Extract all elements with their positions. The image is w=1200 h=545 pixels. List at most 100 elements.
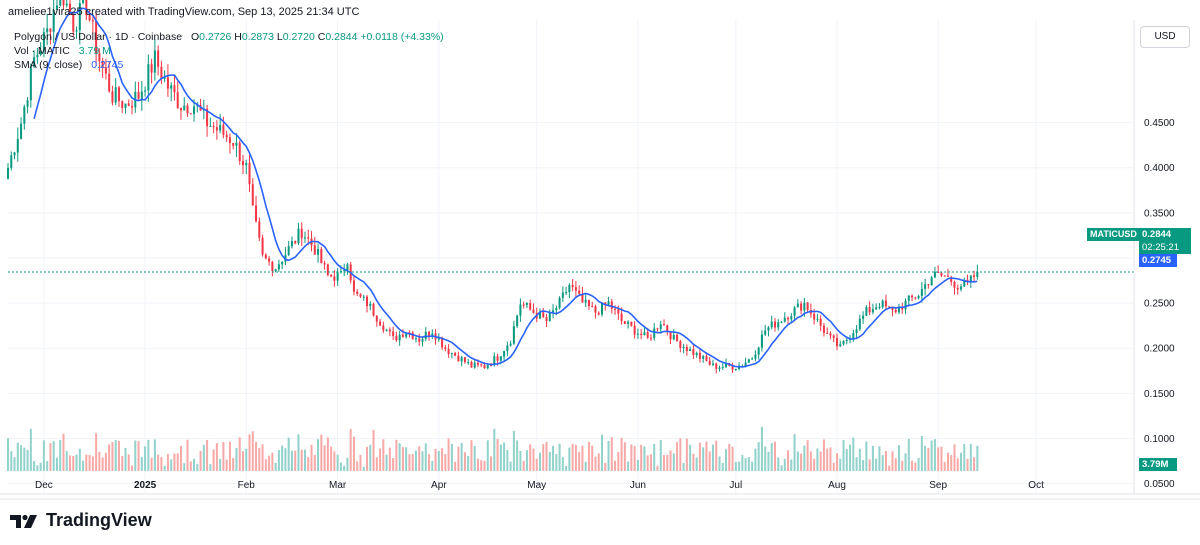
volume-bar <box>894 458 897 471</box>
candle-body <box>842 340 845 345</box>
candle-body <box>29 66 32 101</box>
candle-body <box>303 237 307 239</box>
sma-line <box>33 7 978 368</box>
volume-bar <box>173 453 176 471</box>
y-tick-label: 0.1500 <box>1144 389 1175 400</box>
volume-bar <box>111 442 114 471</box>
ohlc-open: 0.2726 <box>199 31 232 43</box>
ohlc-close-label: C <box>317 31 326 43</box>
volume-bar <box>392 458 395 471</box>
volume-bar <box>202 444 205 471</box>
volume-bar <box>535 458 538 471</box>
candle-body <box>878 306 881 308</box>
candle-body <box>529 303 532 310</box>
candle-body <box>219 124 222 131</box>
candle-body <box>467 362 470 364</box>
volume-bar <box>160 457 163 471</box>
candle-body <box>173 85 176 93</box>
volume-bar <box>800 453 803 471</box>
volume-bar <box>689 444 692 471</box>
volume-bar <box>72 455 75 471</box>
volume-bar <box>215 443 218 471</box>
volume-bar <box>372 429 375 471</box>
volume-bar <box>685 438 688 471</box>
volume-bar <box>734 461 737 471</box>
volume-bar <box>189 461 192 471</box>
volume-bar <box>509 461 512 471</box>
volume-bar <box>228 441 231 471</box>
candle-body <box>907 295 910 301</box>
x-tick-label: Mar <box>329 480 347 491</box>
last-price-tag: 0.2844 <box>1139 228 1191 241</box>
legend-volume-row[interactable]: Vol · MATIC 3.79 M <box>14 44 444 58</box>
legend-symbol-row[interactable]: Polygon / US Dollar · 1D · Coinbase O0.2… <box>14 30 444 44</box>
candle-body <box>232 142 235 146</box>
candle-body <box>117 87 120 102</box>
volume-bar <box>790 459 793 471</box>
candle-body <box>816 318 819 320</box>
ohlc-change: +0.0118 (+4.33%) <box>360 31 444 43</box>
candle-body <box>493 356 496 366</box>
candle-body <box>663 324 666 326</box>
candle-body <box>16 138 19 153</box>
tradingview-logo[interactable]: TradingView <box>10 510 152 531</box>
candle-body <box>264 254 267 259</box>
candle-body <box>721 366 724 368</box>
candle-body <box>395 335 398 341</box>
candle-body <box>617 309 620 314</box>
candle-body <box>193 106 196 115</box>
volume-bar <box>330 446 333 471</box>
candle-body <box>215 127 218 131</box>
volume-bar <box>352 436 355 471</box>
volume-bar <box>401 447 404 471</box>
volume-bar <box>268 455 271 471</box>
candle-body <box>153 50 156 73</box>
y-tick-label: 0.4500 <box>1144 118 1175 129</box>
volume-bar <box>179 446 182 471</box>
volume-bar <box>248 434 251 471</box>
volume-bar <box>633 446 636 471</box>
candle-body <box>640 333 643 335</box>
volume-bar <box>884 451 887 471</box>
x-axis-ticks: Dec 2025 Feb Mar Apr May Jun Jul Aug Sep Oct <box>35 480 1044 491</box>
volume-bar <box>362 466 365 471</box>
volume-bar <box>480 460 483 471</box>
candle-body <box>46 28 49 33</box>
x-tick-label: Jul <box>729 480 742 491</box>
candle-body <box>42 32 45 52</box>
candle-body <box>881 300 884 307</box>
candle-body <box>555 308 558 311</box>
candle-body <box>317 248 320 255</box>
volume-bar <box>140 456 143 471</box>
legend-sma-row[interactable]: SMA (9, close) 0.2745 <box>14 58 444 72</box>
volume-bar <box>835 453 839 471</box>
volume-bar <box>91 456 94 471</box>
candle-body <box>346 264 349 271</box>
candle-body <box>88 15 91 21</box>
volume-bar <box>222 442 225 471</box>
candle-body <box>920 288 923 296</box>
candle-body <box>179 107 182 111</box>
candle-body <box>787 317 790 320</box>
candle-body <box>408 332 411 334</box>
volume-bar <box>395 439 398 471</box>
candle-body <box>512 326 515 344</box>
candle-body <box>473 362 476 368</box>
volume-label: Vol · MATIC <box>14 45 70 57</box>
volume-bar <box>907 438 910 471</box>
volume-bar <box>444 454 447 471</box>
volume-bar <box>137 441 140 471</box>
candle-body <box>486 365 489 369</box>
candle-body <box>623 321 626 324</box>
volume-bar <box>937 447 940 471</box>
x-tick-label: Sep <box>929 480 947 491</box>
volume-bar <box>490 456 493 471</box>
volume-bar <box>320 434 323 471</box>
candle-body <box>457 355 460 362</box>
volume-bar <box>708 451 711 471</box>
volume-bar <box>646 455 649 471</box>
currency-selector[interactable]: USD <box>1140 26 1190 48</box>
candle-body <box>751 358 754 360</box>
volume-bar <box>901 460 904 471</box>
